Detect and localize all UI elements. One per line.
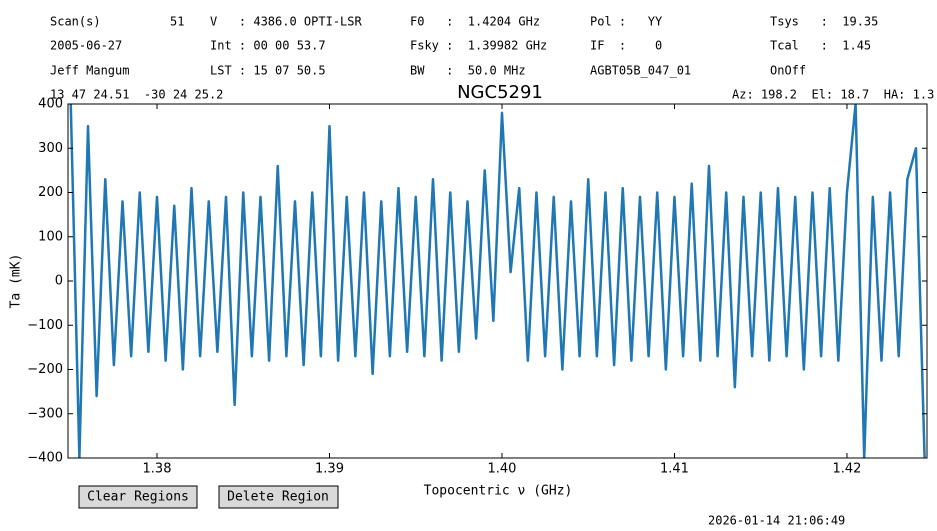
delete-region-button[interactable]: Delete Region	[227, 490, 329, 505]
timestamp: 2026-01-14 21:06:49	[708, 514, 845, 528]
y-axis-label: Ta (mK)	[9, 254, 24, 309]
button-frame[interactable]	[78, 485, 198, 509]
header-field: OnOff	[770, 64, 806, 78]
y-tick-label: −200	[27, 362, 63, 377]
button-frame[interactable]	[218, 485, 339, 509]
x-tick-label: 1.40	[488, 462, 517, 477]
header-field: Fsky : 1.39982 GHz	[410, 39, 547, 53]
x-tick-label: 1.38	[143, 462, 172, 477]
x-axis-label: Topocentric ν (GHz)	[424, 484, 573, 499]
y-tick-label: −400	[27, 451, 63, 466]
y-tick-label: 200	[38, 185, 63, 200]
clear-regions-button[interactable]: Clear Regions	[87, 490, 189, 505]
header-field: Tsys : 19.35	[770, 15, 878, 29]
header-field: V : 4386.0 OPTI-LSR	[210, 15, 362, 29]
header-field: BW : 50.0 MHz	[410, 64, 526, 78]
y-tick-label: −100	[27, 318, 63, 333]
y-tick-label: 300	[38, 141, 63, 156]
header-field: IF : 0	[590, 39, 662, 53]
y-tick-label: 0	[55, 274, 63, 289]
header-field: Tcal : 1.45	[770, 39, 871, 53]
x-tick-label: 1.39	[315, 462, 344, 477]
position: 13 47 24.51 -30 24 25.2	[50, 88, 223, 102]
header-field: Pol : YY	[590, 15, 663, 29]
header-field: AGBT05B_047_01	[590, 64, 691, 78]
spectrum-line	[69, 104, 926, 458]
x-tick-label: 1.41	[660, 462, 689, 477]
pointing: Az: 198.2 El: 18.7 HA: 1.3	[732, 88, 934, 102]
y-tick-label: −300	[27, 406, 63, 421]
header-field: Scan(s)	[50, 15, 101, 29]
y-tick-label: 100	[38, 229, 63, 244]
header-field: Jeff Mangum	[50, 64, 129, 78]
y-tick-label: 400	[38, 97, 63, 112]
header-field: F0 : 1.4204 GHz	[410, 15, 540, 29]
chart-title: NGC5291	[457, 82, 543, 103]
header-field: LST : 15 07 50.5	[210, 64, 326, 78]
header-field: Int : 00 00 53.7	[210, 39, 326, 53]
x-tick-label: 1.42	[832, 462, 861, 477]
header-field: 51	[170, 15, 184, 29]
header-field: 2005-06-27	[50, 39, 122, 53]
